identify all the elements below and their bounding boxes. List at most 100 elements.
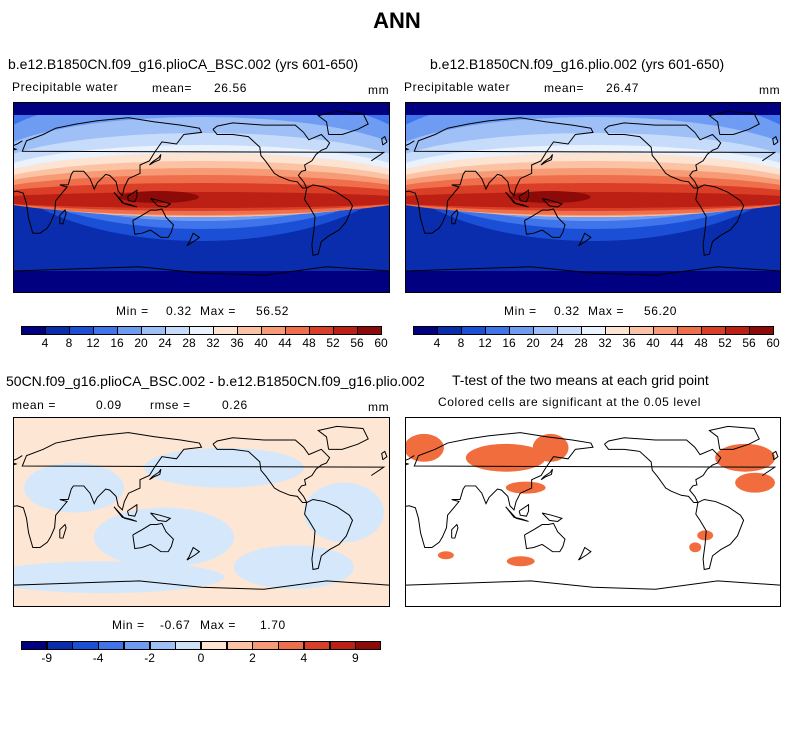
significant-cell-cluster <box>735 472 776 493</box>
significant-cell-cluster <box>505 481 546 494</box>
diff-max-label: Max = <box>200 618 237 632</box>
colorbar-tick-label: 24 <box>158 336 172 350</box>
significant-cell-cluster <box>406 433 444 462</box>
right-mean-value: 26.47 <box>606 81 640 95</box>
colorbar-swatch <box>329 641 356 650</box>
left-mean-label: mean= <box>152 81 193 95</box>
colorbar-tick-label: 36 <box>622 336 636 350</box>
colorbar-tick-label: 32 <box>598 336 612 350</box>
field-band-max <box>510 191 591 203</box>
right-colorbar <box>413 326 774 335</box>
colorbar-swatch <box>533 326 558 335</box>
left-map <box>13 102 390 293</box>
colorbar-swatch <box>629 326 654 335</box>
ttest-background <box>406 418 780 606</box>
ttest-map <box>405 417 781 607</box>
colorbar-tick-label: 32 <box>206 336 220 350</box>
left-max-label: Max = <box>200 304 237 318</box>
left-mean-value: 26.56 <box>214 81 248 95</box>
colorbar-tick-label: 40 <box>254 336 268 350</box>
colorbar-swatch <box>149 641 176 650</box>
significant-cell-cluster <box>715 443 776 472</box>
colorbar-tick-label: 44 <box>670 336 684 350</box>
colorbar-swatch <box>653 326 678 335</box>
colorbar-tick-label: 52 <box>326 336 340 350</box>
left-min-value: 0.32 <box>166 304 192 318</box>
right-max-value: 56.20 <box>644 304 678 318</box>
diff-min-label: Min = <box>112 618 145 632</box>
colorbar-tick-label: 56 <box>742 336 756 350</box>
colorbar-swatch <box>701 326 726 335</box>
colorbar-swatch <box>309 326 334 335</box>
significant-cell-cluster <box>437 551 454 560</box>
colorbar-swatch <box>581 326 606 335</box>
significant-cell-cluster <box>532 433 569 462</box>
colorbar-swatch <box>201 641 228 650</box>
colorbar-swatch <box>725 326 750 335</box>
colorbar-tick-label: 36 <box>230 336 244 350</box>
field-band-polar-s <box>406 271 780 292</box>
diff-negative-area <box>234 545 354 590</box>
colorbar-tick-label: 12 <box>478 336 492 350</box>
colorbar-tick-label: 8 <box>65 336 73 350</box>
colorbar-tick-label: 4 <box>433 336 441 350</box>
colorbar-swatch <box>749 326 774 335</box>
colorbar-swatch <box>141 326 166 335</box>
colorbar-tick-label: 20 <box>526 336 540 350</box>
colorbar-swatch <box>189 326 214 335</box>
field-band <box>14 192 389 208</box>
right-min-value: 0.32 <box>554 304 580 318</box>
colorbar-tick-label: 52 <box>718 336 732 350</box>
colorbar-tick-label: 2 <box>249 651 256 665</box>
coastlines <box>14 425 389 590</box>
colorbar-tick-label: -4 <box>92 651 104 665</box>
coastlines <box>14 110 389 276</box>
field-band <box>406 192 780 208</box>
left-colorbar <box>21 326 382 335</box>
coastlines <box>406 425 780 590</box>
diff-mean-value: 0.09 <box>96 398 122 412</box>
colorbar-swatch <box>333 326 358 335</box>
field-band-polar-n <box>406 103 780 115</box>
colorbar-swatch <box>69 326 94 335</box>
colorbar-tick-label: 9 <box>351 651 359 665</box>
significant-cell-cluster <box>697 530 714 541</box>
left-max-value: 56.52 <box>256 304 290 318</box>
diff-negative-area <box>144 447 304 488</box>
diff-units: mm <box>368 400 390 414</box>
colorbar-swatch <box>213 326 238 335</box>
page-title: ANN <box>373 8 421 33</box>
right-max-label: Max = <box>588 304 625 318</box>
colorbar-tick-label: 24 <box>550 336 564 350</box>
colorbar-tick-label: 60 <box>766 336 780 350</box>
left-colorbar-labels: 4 8 12 16 20 24 28 32 36 40 44 48 52 56 60 <box>21 336 388 350</box>
significant-cell-cluster <box>506 556 535 567</box>
diff-negative-area <box>14 561 224 594</box>
colorbar-swatch <box>461 326 486 335</box>
colorbar-tick-label: 4 <box>41 336 49 350</box>
right-colorbar-labels: 4 8 12 16 20 24 28 32 36 40 44 48 52 56 60 <box>413 336 780 350</box>
colorbar-swatch <box>252 641 279 650</box>
colorbar-tick-label: 4 <box>300 651 308 665</box>
left-map-plot <box>14 103 389 292</box>
diff-rmse-value: 0.26 <box>222 398 248 412</box>
coastlines <box>406 110 780 276</box>
colorbar-swatch <box>165 326 190 335</box>
left-var-name: Precipitable water <box>12 80 119 94</box>
colorbar-tick-label: 16 <box>502 336 516 350</box>
colorbar-swatch <box>21 641 48 650</box>
colorbar-swatch <box>46 641 73 650</box>
colorbar-tick-label: 12 <box>86 336 100 350</box>
diff-map-plot <box>14 418 389 606</box>
right-map <box>405 102 781 293</box>
colorbar-tick-label: 56 <box>350 336 364 350</box>
left-panel-title: b.e12.B1850CN.f09_g16.plioCA_BSC.002 (yr… <box>8 56 359 72</box>
ttest-subtitle: Colored cells are significant at the 0.0… <box>438 395 701 409</box>
right-var-name: Precipitable water <box>404 80 511 94</box>
field-band-polar-s <box>14 271 389 292</box>
left-units: mm <box>368 83 390 97</box>
colorbar-tick-label: -2 <box>144 651 155 665</box>
colorbar-swatch <box>357 326 382 335</box>
colorbar-tick-label: 0 <box>197 651 205 665</box>
colorbar-swatch <box>226 641 253 650</box>
